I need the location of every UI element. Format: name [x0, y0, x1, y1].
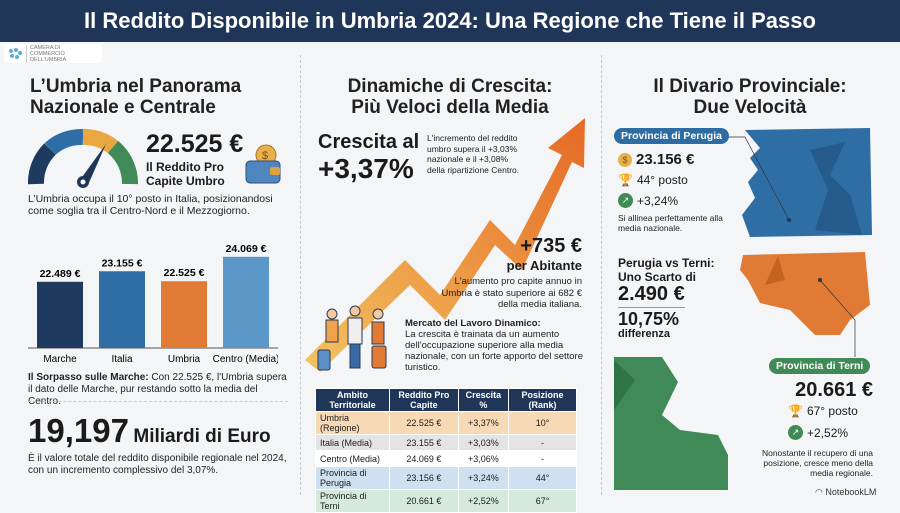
svg-text:$: $ — [262, 150, 268, 162]
section-title-panorama: L’Umbria nel Panorama Nazionale e Central… — [30, 76, 242, 118]
pro-capite-label: Il Reddito Pro Capite Umbro — [146, 160, 225, 188]
perugia-label: Provincia di Perugia — [614, 128, 729, 144]
rank-text: L’Umbria occupa il 10° posto in Italia, … — [28, 193, 273, 217]
perugia-growth: ↗ +3,24% — [618, 193, 678, 208]
table-header: Posizione (Rank) — [508, 388, 577, 412]
trend-up-icon: ↗ — [788, 425, 803, 440]
category-label: Umbria — [168, 354, 201, 365]
bar-centro-media- — [223, 256, 269, 348]
province-maps — [614, 128, 872, 490]
table-cell: +3,24% — [457, 466, 510, 490]
table-cell: Provincia di Perugia — [315, 466, 390, 490]
notebooklm-brand: ◠ NotebookLM — [815, 487, 877, 497]
table-cell: 10° — [508, 411, 577, 435]
gap-pct: 10,75% — [618, 309, 680, 329]
perugia-note: Si allinea perfettamente alla media nazi… — [618, 213, 723, 233]
pro-capite-value: 22.525 € — [146, 130, 244, 158]
bar-umbria — [161, 281, 207, 348]
gap-heading: Perugia vs Terni: Uno Scarto di — [618, 256, 715, 284]
bar-value-label: 24.069 € — [226, 243, 267, 255]
bar-marche — [37, 281, 83, 348]
terni-value: 20.661 € — [795, 379, 873, 401]
table-cell: - — [508, 450, 577, 467]
bar-italia — [99, 271, 145, 348]
growth-headline: Crescita al +3,37% — [318, 131, 420, 184]
table-cell: +3,03% — [457, 434, 510, 451]
page-title: Il Reddito Disponibile in Umbria 2024: U… — [0, 0, 900, 42]
terni-rank: 🏆 67° posto — [788, 404, 858, 418]
table-cell: Centro (Media) — [315, 450, 390, 467]
terni-map-icon — [740, 252, 870, 335]
per-capita-label: per Abitante — [506, 258, 582, 273]
section-title-crescita: Dinamiche di Crescita: Più Veloci della M… — [347, 76, 553, 118]
sorpasso-text: Il Sorpasso sulle Marche: Con 22.525 €, … — [28, 372, 287, 407]
table-row: Provincia di Perugia 23.156 € +3,24% 44° — [315, 466, 577, 490]
growth-text: L'incremento del reddito umbro supera il… — [427, 133, 520, 175]
total-income: 19,197 Miliardi di Euro — [28, 412, 271, 449]
bar-value-label: 22.489 € — [40, 268, 81, 280]
trophy-icon: 🏆 — [788, 404, 803, 418]
table-row: Provincia di Terni 20.661 € +2,52% 67° — [315, 489, 577, 513]
table-header: Ambito Territoriale — [315, 388, 390, 412]
wallet-icon: $ — [245, 144, 281, 184]
per-capita-value: +735 € — [520, 235, 582, 257]
table-header: Reddito Pro Capite — [388, 388, 459, 412]
category-label: Italia — [111, 354, 133, 365]
bar-value-label: 22.525 € — [164, 267, 205, 279]
logo-icon — [9, 47, 22, 59]
table-cell: +3,37% — [457, 411, 510, 435]
table-cell: +3,06% — [457, 450, 510, 467]
table-cell: 23.156 € — [388, 466, 459, 490]
table-header: Crescita % — [457, 388, 510, 412]
terni-label: Provincia di Terni — [769, 358, 871, 374]
green-map-icon — [614, 357, 728, 490]
chamber-logo: CAMERA DI COMMERCIO DELL'UMBRIA — [4, 44, 102, 63]
section-title-divario: Il Divario Provinciale: Due Velocità — [653, 76, 847, 118]
table-cell: 23.155 € — [388, 434, 459, 451]
column-divider — [300, 55, 301, 495]
divider — [28, 401, 288, 402]
trophy-icon: 🏆 — [618, 173, 633, 187]
table-row: Italia (Media) 23.155 € +3,03% - — [315, 434, 577, 451]
gauge-icon — [28, 129, 138, 188]
notebooklm-icon: ◠ — [815, 487, 823, 497]
table-cell: 24.069 € — [388, 450, 459, 467]
tourists-icon — [317, 305, 387, 371]
perugia-rank: 🏆 44° posto — [618, 173, 688, 187]
table-cell: 44° — [508, 466, 577, 490]
logo-text: CAMERA DI COMMERCIO DELL'UMBRIA — [26, 44, 88, 63]
trend-up-icon: ↗ — [618, 193, 633, 208]
per-capita-text: L'aumento pro capite annuo in Umbria è s… — [441, 276, 582, 310]
table-cell: +2,52% — [457, 489, 510, 513]
growth-arrow-icon — [305, 118, 585, 372]
labor-market: Mercato del Lavoro Dinamico: La crescita … — [405, 318, 583, 373]
gap-pct-label: differenza — [618, 328, 670, 340]
table-row: Centro (Media) 24.069 € +3,06% - — [315, 450, 577, 467]
bar-value-label: 23.155 € — [102, 257, 143, 269]
terni-growth: ↗ +2,52% — [788, 425, 848, 440]
table-row: Umbria (Regione) 22.525 € +3,37% 10° — [315, 411, 577, 435]
gap-value: 2.490 € — [618, 283, 685, 308]
column-divider — [601, 55, 602, 495]
bar-chart: 22.489 € Marche 23.155 € Italia 22.525 € Umbr… — [28, 243, 278, 365]
table-cell: Provincia di Terni — [315, 489, 390, 513]
terni-note: Nonostante il recupero di una posizione,… — [761, 448, 873, 478]
perugia-value: $23.156 € — [618, 151, 694, 168]
table-cell: 20.661 € — [388, 489, 459, 513]
comparison-table: Ambito Territoriale Reddito Pro Capite C… — [315, 388, 577, 513]
coin-icon: $ — [618, 152, 632, 167]
total-text: È il valore totale del reddito disponibi… — [28, 453, 287, 476]
table-cell: Umbria (Regione) — [315, 411, 390, 435]
table-cell: 67° — [508, 489, 577, 513]
category-label: Marche — [43, 354, 77, 365]
category-label: Centro (Media) — [213, 354, 278, 365]
table-cell: Italia (Media) — [315, 434, 390, 451]
table-cell: - — [508, 434, 577, 451]
table-cell: 22.525 € — [388, 411, 459, 435]
